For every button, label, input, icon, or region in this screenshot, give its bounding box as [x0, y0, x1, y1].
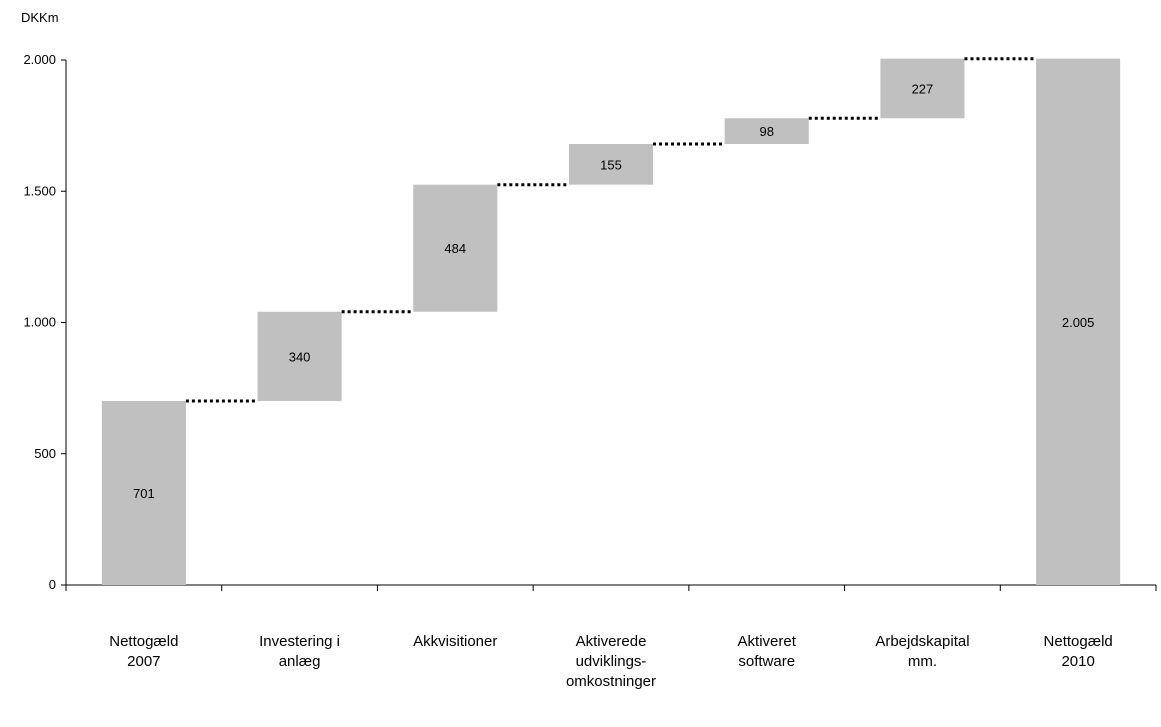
category-label-line: Aktiverede [576, 633, 647, 650]
y-tick-label: 0 [49, 577, 56, 592]
category-label-line: 2007 [127, 653, 160, 670]
bar-value-label: 340 [289, 349, 311, 364]
bar [101, 400, 186, 585]
category-label-line: mm. [908, 653, 937, 670]
category-label: Aktiveret software [738, 633, 797, 670]
category-label: Nettogæld 2007 [109, 633, 178, 670]
category-label-line: Nettogæld [1044, 633, 1113, 650]
y-axis-ticks: 0 500 1.000 1.500 2.000 [23, 52, 66, 592]
category-label-line: Akkvisitioner [413, 633, 497, 650]
y-tick-label: 500 [34, 446, 56, 461]
y-axis-unit-label: DKKm [21, 10, 59, 25]
bar-value-label: 227 [912, 81, 934, 96]
bar-value-label: 2.005 [1062, 315, 1095, 330]
category-label-line: udviklings- [576, 653, 647, 670]
bar-value-label: 98 [759, 124, 773, 139]
category-label-line: Aktiveret [738, 633, 797, 650]
category-label-line: 2010 [1061, 653, 1094, 670]
category-label-line: software [738, 653, 795, 670]
category-label: Akkvisitioner [413, 633, 497, 650]
category-label-line: anlæg [279, 653, 321, 670]
category-labels: Nettogæld 2007 Investering i anlæg Akkvisiti… [109, 633, 1113, 690]
bar-value-labels: 701 340 484 155 98 227 2.005 [133, 81, 1094, 501]
bar [880, 58, 965, 119]
category-label-line: Arbejdskapital [875, 633, 969, 650]
category-label-line: Nettogæld [109, 633, 178, 650]
bar [1036, 58, 1121, 585]
y-tick-label: 1.000 [23, 315, 56, 330]
bar-value-label: 155 [600, 157, 622, 172]
x-axis-ticks [65, 585, 1157, 591]
category-label: Arbejdskapital mm. [875, 633, 969, 670]
bar-value-label: 484 [444, 241, 466, 256]
category-label-line: Investering i [259, 633, 340, 650]
y-tick-label: 2.000 [23, 52, 56, 67]
category-label: Aktiverede udviklings-omkostninger [566, 633, 656, 690]
y-tick-label: 1.500 [23, 183, 56, 198]
category-label: Nettogæld 2010 [1044, 633, 1113, 670]
category-label: Investering i anlæg [259, 633, 340, 670]
bar [724, 118, 809, 144]
bar [413, 184, 498, 312]
bar-value-label: 701 [133, 486, 155, 501]
bar [257, 311, 342, 401]
bar [568, 144, 654, 185]
bars [101, 58, 1121, 585]
category-label-line: omkostninger [566, 673, 656, 690]
